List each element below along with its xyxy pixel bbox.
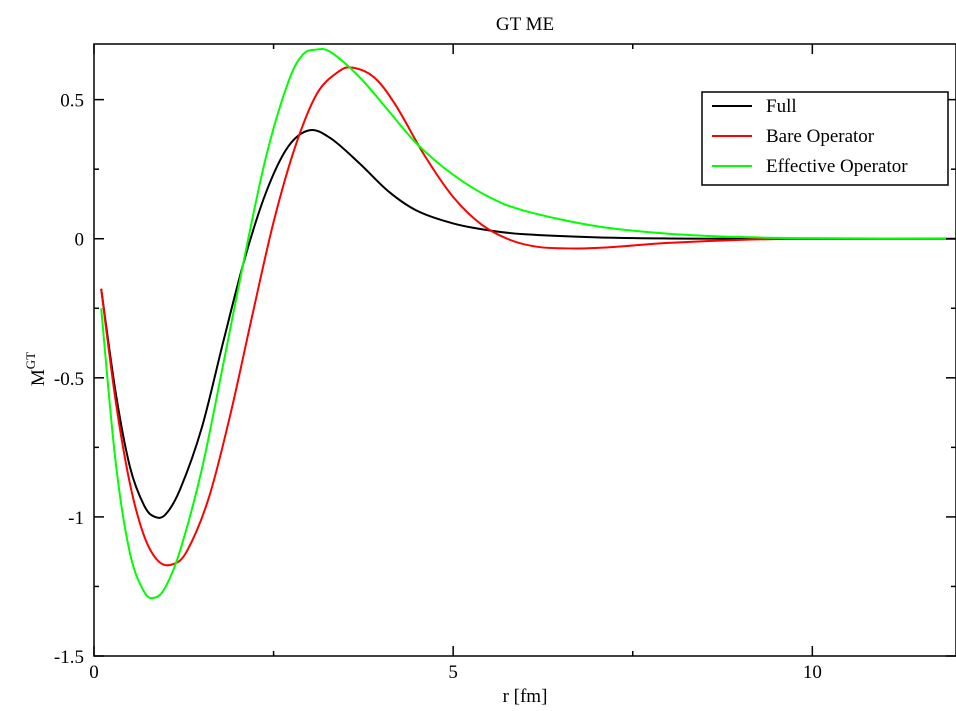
y-tick-label: -1	[68, 508, 84, 529]
legend-label-effective-operator: Effective Operator	[766, 156, 908, 177]
legend: Full Bare Operator Effective Operator	[701, 91, 949, 186]
series-layer	[100, 48, 956, 600]
y-tick-label: -1.5	[54, 647, 84, 668]
x-axis-title: r [fm]	[503, 686, 548, 707]
y-tick-label: 0.5	[60, 91, 84, 112]
y-tick-label: -0.5	[54, 369, 84, 390]
plot-frame	[93, 43, 956, 657]
x-tick-label: 0	[89, 662, 99, 683]
x-tick-label: 5	[448, 662, 458, 683]
series-line-bare-operator	[100, 66, 956, 567]
x-tick-label: 10	[803, 662, 822, 683]
series-line-effective-operator	[100, 48, 956, 600]
y-tick-label: 0	[75, 230, 85, 251]
legend-label-full: Full	[766, 96, 797, 117]
legend-box	[701, 91, 949, 186]
tick-label-layer: 0 5 10 0.5 0 -0.5 -1 -1.5	[54, 91, 822, 683]
chart-title: GT ME	[496, 14, 554, 35]
legend-label-bare-operator: Bare Operator	[766, 126, 875, 147]
y-axis-title-sup: GT	[23, 352, 38, 369]
y-axis-title: MGT	[23, 352, 49, 386]
y-axis-title-base: M	[28, 369, 49, 386]
